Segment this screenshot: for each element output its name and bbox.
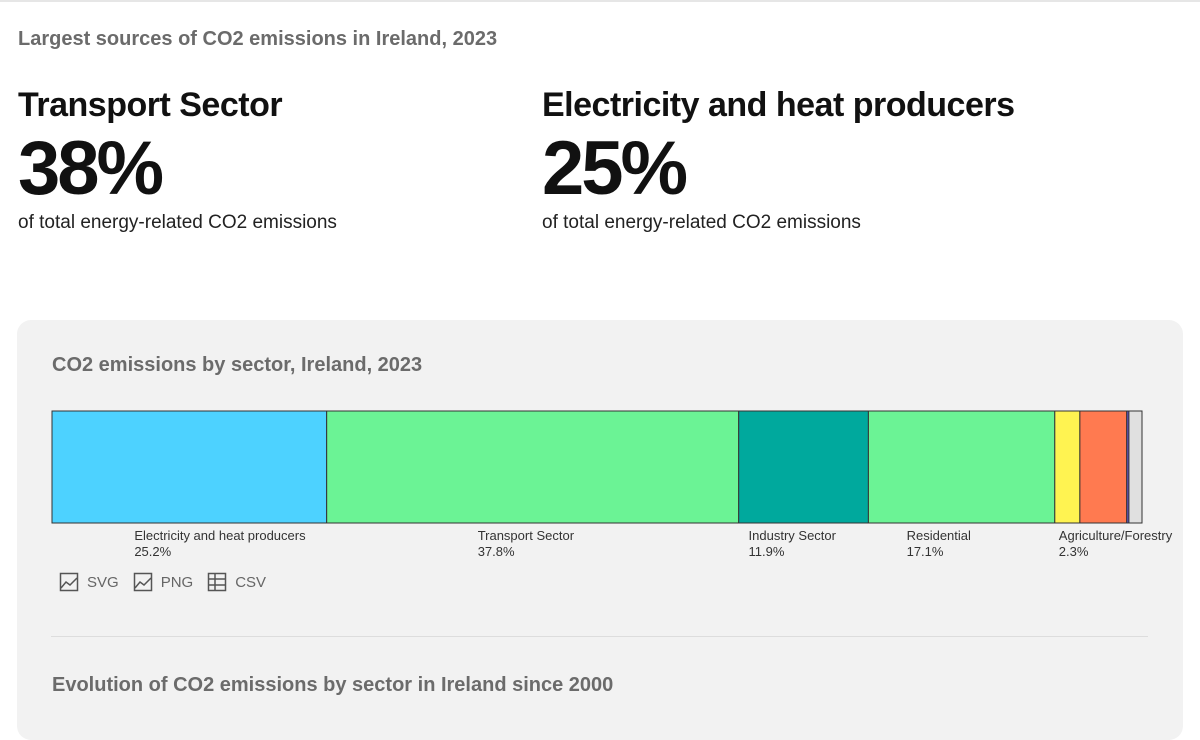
- stat-name: Electricity and heat producers: [542, 86, 1015, 124]
- stat-description: of total energy-related CO2 emissions: [18, 212, 337, 233]
- chart-panel: CO2 emissions by sector, Ireland, 2023 E…: [17, 320, 1183, 740]
- bar-segment-1[interactable]: [326, 410, 740, 524]
- stat-description: of total energy-related CO2 emissions: [542, 212, 861, 233]
- download-svg-button[interactable]: SVG: [59, 572, 119, 592]
- table-icon: [207, 572, 227, 592]
- bar-label-name: Transport Sector: [478, 528, 575, 543]
- bar-segment-5[interactable]: [1079, 410, 1128, 524]
- stat-transport: Transport Sector 38% of total energy-rel…: [18, 86, 337, 234]
- bar-segment-7[interactable]: [1128, 410, 1143, 524]
- section-title: Evolution of CO2 emissions by sector in …: [52, 674, 614, 696]
- page-title: Largest sources of CO2 emissions in Irel…: [18, 28, 498, 50]
- download-csv-label: CSV: [235, 573, 267, 591]
- bar-segment-4[interactable]: [1054, 410, 1081, 524]
- stat-value: 25%: [542, 126, 688, 211]
- bar-segment-3[interactable]: [867, 410, 1056, 524]
- top-border: [0, 0, 1200, 2]
- bar-label-name: Residential: [907, 528, 971, 543]
- stat-name: Transport Sector: [18, 86, 283, 124]
- image-icon: [133, 572, 152, 592]
- bar-label-value: 2.3%: [1059, 544, 1089, 559]
- download-svg-label: SVG: [87, 573, 119, 591]
- download-csv-button[interactable]: CSV: [207, 572, 266, 592]
- chart-title: CO2 emissions by sector, Ireland, 2023: [52, 354, 423, 376]
- download-png-label: PNG: [160, 573, 194, 591]
- download-options: SVG PNG CSV: [59, 572, 266, 592]
- download-png-button[interactable]: PNG: [133, 572, 194, 592]
- bar-segment-2[interactable]: [738, 410, 869, 524]
- stat-electricity: Electricity and heat producers 25% of to…: [542, 86, 1015, 234]
- bar-label-value: 37.8%: [478, 544, 515, 559]
- bar-label-value: 17.1%: [907, 544, 944, 559]
- bar-segment-0[interactable]: [51, 410, 328, 524]
- stat-value: 38%: [18, 126, 164, 211]
- image-icon: [59, 572, 79, 592]
- divider: [51, 636, 1148, 637]
- bar-label-name: Agriculture/Forestry: [1059, 528, 1173, 543]
- bar-label-value: 25.2%: [134, 544, 171, 559]
- bar-label-value: 11.9%: [749, 544, 785, 559]
- bar-label-name: Industry Sector: [749, 528, 837, 543]
- bar-label-name: Electricity and heat producers: [134, 528, 306, 543]
